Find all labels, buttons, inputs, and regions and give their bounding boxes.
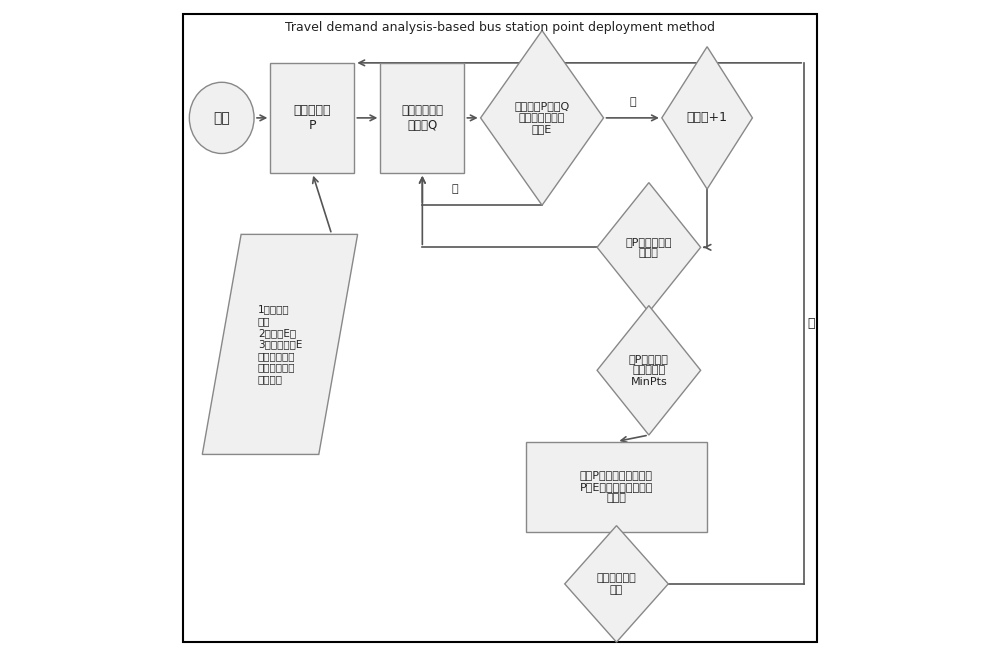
FancyBboxPatch shape xyxy=(183,14,817,642)
Text: 否: 否 xyxy=(451,184,458,194)
Polygon shape xyxy=(597,306,701,435)
Text: 计数器+1: 计数器+1 xyxy=(687,111,728,124)
Text: 1）原始点
集、
2）半径E、
3）给定点在E
领域内成为核
心对象的最小
领域点数: 1）原始点 集、 2）半径E、 3）给定点在E 领域内成为核 心对象的最小 领域… xyxy=(258,305,302,384)
Polygon shape xyxy=(597,183,701,312)
FancyBboxPatch shape xyxy=(380,63,464,173)
Text: 是: 是 xyxy=(629,97,636,107)
Text: 非P点集的数
量是否大于
MinPts: 非P点集的数 量是否大于 MinPts xyxy=(629,354,669,387)
Text: 开始: 开始 xyxy=(213,111,230,125)
Polygon shape xyxy=(481,31,604,205)
Polygon shape xyxy=(565,526,668,642)
FancyBboxPatch shape xyxy=(270,63,354,173)
Polygon shape xyxy=(662,47,752,189)
Text: 设置P为核心对象，并将
P的E邻域内的点都归为
该簇内: 设置P为核心对象，并将 P的E邻域内的点都归为 该簇内 xyxy=(580,470,653,503)
Text: 非P点集是否遍
历完毕: 非P点集是否遍 历完毕 xyxy=(626,237,672,258)
FancyBboxPatch shape xyxy=(526,441,707,532)
Text: 点集是否遍历
完毕: 点集是否遍历 完毕 xyxy=(597,573,636,595)
Text: Travel demand analysis-based bus station point deployment method: Travel demand analysis-based bus station… xyxy=(285,21,715,34)
Text: 选取点集中的
另一点Q: 选取点集中的 另一点Q xyxy=(401,104,443,132)
Ellipse shape xyxy=(189,83,254,153)
Text: 是: 是 xyxy=(807,317,815,330)
Polygon shape xyxy=(202,235,358,454)
Text: 选取起始点
P: 选取起始点 P xyxy=(294,104,331,132)
Text: 判断该点P与点Q
的距离是否小于
半径E: 判断该点P与点Q 的距离是否小于 半径E xyxy=(514,101,570,135)
